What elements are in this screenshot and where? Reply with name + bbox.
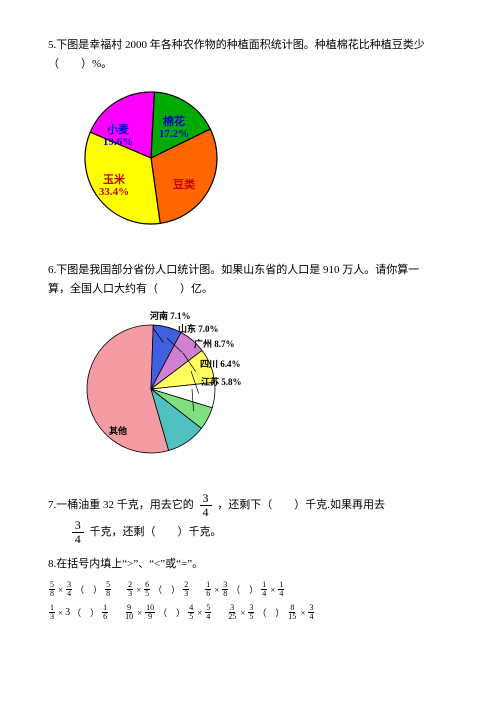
q7-part1: 7.一桶油重 32 千克，用去它的 — [48, 499, 194, 511]
q6-chart: 其他 87% 河南 7.1% 山东 7.0% 广州 8.7% 四川 6.4% 江苏 5.8% — [56, 309, 452, 472]
svg-text:棉花: 棉花 — [163, 114, 185, 128]
q5-text-line1: 5.下图是幸福村 2000 年各种农作物的种植面积统计图。种植棉花比种植豆类少 — [48, 39, 425, 51]
q7-frac2: 34 — [72, 519, 84, 546]
q6-text-line1: 6.下图是我国部分省份人口统计图。如果山东省的人口是 910 万人。请你算一 — [48, 264, 419, 276]
svg-text:87%: 87% — [56, 309, 65, 311]
q5-chart: 小麦19.6% 棉花17.2% 豆类 玉米33.4% — [56, 83, 452, 241]
svg-text:广州 8.7%: 广州 8.7% — [194, 338, 235, 349]
expression: 16×38（ ）14×14 — [204, 581, 285, 598]
svg-text:33.4%: 33.4% — [99, 186, 129, 198]
svg-text:19.6%: 19.6% — [103, 136, 133, 148]
q7-frac1: 34 — [200, 492, 212, 519]
q8-expressions: 58×34（ ）58 23×65（ ）23 16×38（ ）14×14 13×3（ ）… — [48, 581, 452, 627]
q5-text-line2: （ ）%。 — [48, 58, 112, 70]
expression: 910×109（ ）45×54 — [123, 604, 212, 621]
svg-text:河南 7.1%: 河南 7.1% — [150, 310, 191, 321]
svg-text:豆类: 豆类 — [173, 177, 196, 191]
expression: 58×34（ ）58 — [48, 581, 112, 598]
question-8: 8.在括号内填上“>”、“<”或“=”。 — [48, 555, 452, 574]
svg-text:山东 7.0%: 山东 7.0% — [178, 323, 219, 334]
svg-text:小麦: 小麦 — [106, 122, 130, 136]
question-6: 6.下图是我国部分省份人口统计图。如果山东省的人口是 910 万人。请你算一 算… — [48, 261, 452, 298]
question-7: 7.一桶油重 32 千克，用去它的 34 ，还剩下（ ）千克.如果再用去 34 … — [48, 492, 452, 547]
q6-text-line2: 算，全国人口大约有（ ）亿。 — [48, 283, 213, 295]
expression: 325×35（ ）815×34 — [226, 604, 315, 621]
q8-text: 8.在括号内填上“>”、“<”或“=”。 — [48, 558, 203, 570]
q7-part3: 千克，还剩（ ）千克。 — [90, 526, 222, 538]
question-5: 5.下图是幸福村 2000 年各种农作物的种植面积统计图。种植棉花比种植豆类少 … — [48, 36, 452, 73]
expression: 23×65（ ）23 — [126, 581, 190, 598]
q7-part2: ，还剩下（ ）千克.如果再用去 — [217, 499, 385, 511]
expression: 13×3（ ）16 — [48, 604, 109, 621]
svg-text:江苏 5.8%: 江苏 5.8% — [201, 376, 242, 387]
svg-text:玉米: 玉米 — [103, 172, 126, 186]
svg-text:其他: 其他 — [109, 425, 127, 436]
svg-text:17.2%: 17.2% — [159, 128, 189, 140]
svg-text:四川 6.4%: 四川 6.4% — [200, 359, 241, 369]
